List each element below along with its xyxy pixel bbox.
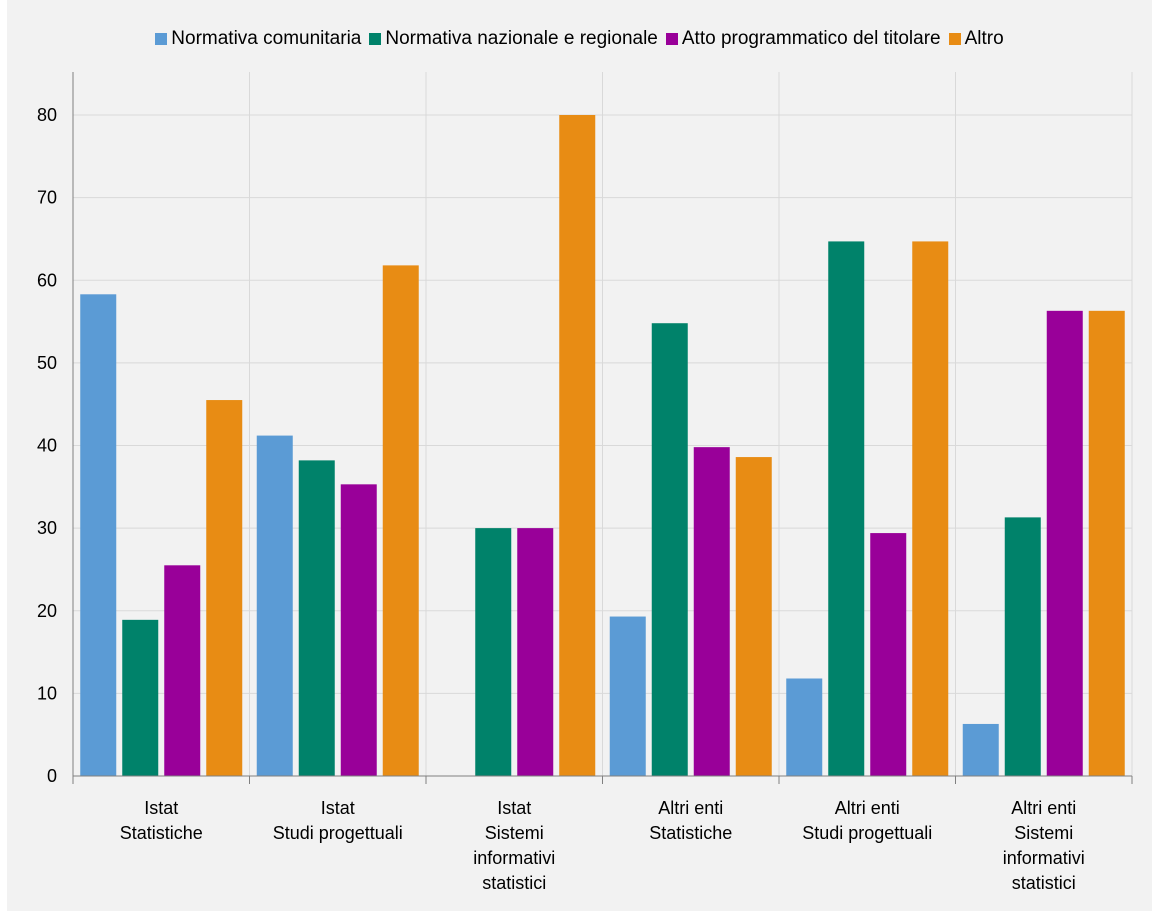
bar	[475, 528, 512, 776]
bar	[735, 457, 772, 776]
bar	[609, 616, 646, 776]
bar	[828, 241, 865, 776]
bar	[517, 528, 554, 776]
chart-container: Normativa comunitaria Normativa nazional…	[7, 0, 1152, 911]
bar	[256, 435, 293, 776]
bar	[912, 241, 949, 776]
legend-item-atto-programmatico: Atto programmatico del titolare	[665, 28, 941, 50]
x-category-label: informativi	[473, 848, 555, 868]
legend-label: Atto programmatico del titolare	[681, 28, 941, 49]
x-category-label: Altri enti	[1011, 798, 1076, 818]
legend-item-normativa-comunitaria: Normativa comunitaria	[155, 28, 361, 50]
x-category-label: Altri enti	[658, 798, 723, 818]
legend-swatch	[948, 33, 961, 45]
bar	[340, 484, 377, 776]
legend-label: Normativa comunitaria	[171, 28, 362, 49]
bar	[651, 323, 688, 776]
y-tick-label: 30	[37, 518, 57, 538]
bar	[1004, 517, 1041, 776]
y-tick-label: 0	[47, 766, 57, 786]
y-tick-label: 80	[37, 105, 57, 125]
legend-swatch	[155, 33, 168, 45]
legend-item-altro: Altro	[948, 28, 1004, 50]
x-category-label: Istat	[497, 798, 531, 818]
y-tick-label: 10	[37, 683, 57, 703]
bar	[786, 678, 823, 776]
legend-swatch	[665, 33, 678, 45]
x-category-label: Sistemi	[1014, 823, 1073, 843]
y-tick-label: 70	[37, 188, 57, 208]
x-category-label: statistici	[1012, 873, 1076, 893]
x-category-label: informativi	[1003, 848, 1085, 868]
legend-swatch	[369, 33, 382, 45]
x-category-label: Istat	[144, 798, 178, 818]
x-category-label: Istat	[321, 798, 355, 818]
x-category-label: Studi progettuali	[802, 823, 932, 843]
bar	[559, 115, 596, 776]
legend-label: Altro	[964, 28, 1004, 49]
y-tick-label: 20	[37, 601, 57, 621]
bar	[298, 460, 335, 776]
bar	[693, 447, 730, 776]
x-category-label: Statistiche	[649, 823, 732, 843]
bar	[962, 723, 999, 776]
bar	[80, 294, 117, 776]
legend: Normativa comunitaria Normativa nazional…	[7, 28, 1152, 50]
x-category-label: Studi progettuali	[273, 823, 403, 843]
y-tick-label: 60	[37, 270, 57, 290]
y-tick-label: 50	[37, 353, 57, 373]
bar	[382, 265, 419, 776]
x-category-label: statistici	[482, 873, 546, 893]
x-category-label: Statistiche	[120, 823, 203, 843]
bar	[206, 400, 243, 776]
legend-label: Normativa nazionale e regionale	[385, 28, 658, 49]
y-tick-label: 40	[37, 436, 57, 456]
bar	[122, 619, 159, 776]
bar	[1046, 310, 1083, 776]
x-category-label: Altri enti	[835, 798, 900, 818]
bar-chart: 0 10 20 30 40 50 60 70 80 Istat Statistiche Istat St…	[37, 72, 1133, 893]
bar	[1088, 310, 1125, 776]
bar	[164, 565, 201, 776]
bar	[870, 533, 907, 776]
legend-item-normativa-nazionale: Normativa nazionale e regionale	[369, 28, 658, 50]
x-category-label: Sistemi	[485, 823, 544, 843]
